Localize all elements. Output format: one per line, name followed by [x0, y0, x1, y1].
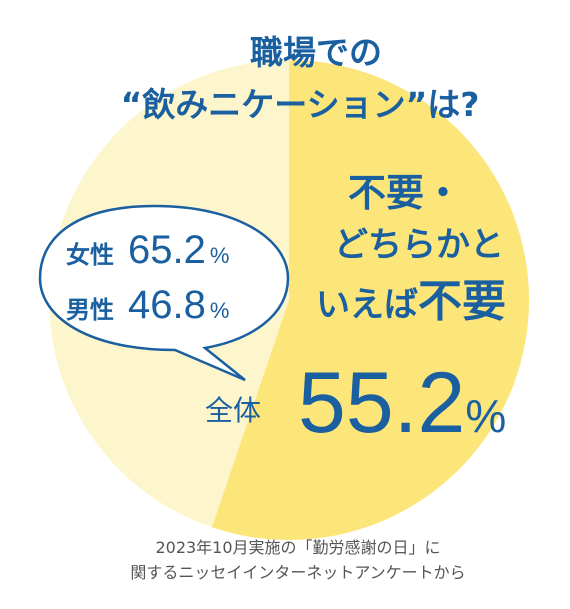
chart-title-line2: “飲みニケーション”は?: [121, 85, 480, 124]
women-unit: %: [210, 243, 230, 268]
men-value: 46.8: [128, 283, 206, 327]
men-unit: %: [210, 298, 230, 323]
slice-label-line3-prefix: いえば: [316, 285, 418, 325]
total-number: 55.2: [298, 355, 465, 451]
slice-label-line1: 不要・: [348, 171, 462, 215]
bubble-women-row: 女性 65.2%: [66, 228, 229, 272]
total-value: 55.2%: [298, 355, 506, 451]
source-line1: 2023年10月実施の「勤労感謝の日」に: [155, 538, 440, 557]
total-label: 全体: [205, 394, 261, 427]
slice-label-line3-emph: 不要: [418, 276, 506, 327]
women-label: 女性: [66, 241, 114, 269]
slice-label-line2: どちらかと: [334, 225, 504, 265]
source-line2: 関するニッセイインターネットアンケートから: [130, 563, 465, 582]
chart-title-line1: 職場での: [250, 33, 382, 72]
bubble-men-row: 男性 46.8%: [66, 283, 229, 327]
total-unit: %: [465, 390, 506, 442]
speech-bubble: [38, 204, 290, 382]
pie-slice-unnecessary: [211, 60, 530, 540]
men-label: 男性: [66, 296, 114, 324]
slice-label-line3: いえば不要: [316, 276, 506, 327]
women-value: 65.2: [128, 228, 206, 272]
